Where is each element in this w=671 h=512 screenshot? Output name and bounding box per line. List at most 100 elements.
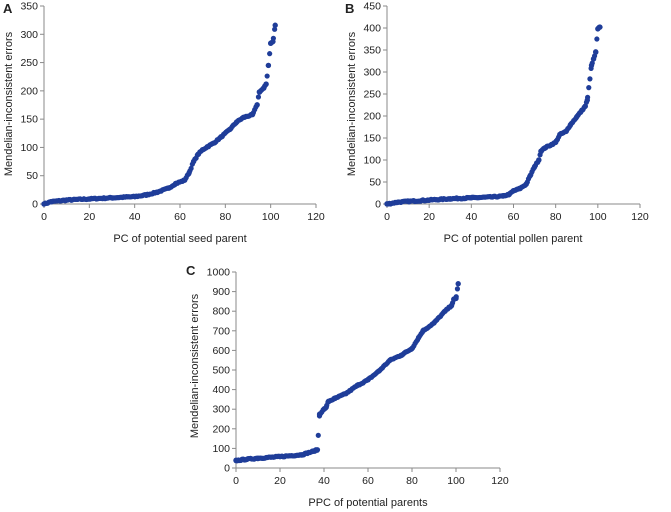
- panel-b-x-tick-label: 0: [384, 211, 390, 223]
- panel-a-y-tick-label: 0: [32, 199, 38, 211]
- panel-c-data-point: [255, 455, 261, 461]
- panel-c-letter: C: [186, 263, 196, 278]
- panel-b-axes: 0 20 40 60 80 100 120 0 50 100 150 200 250 300 350 400 4…: [363, 1, 648, 224]
- panel-b-x-tick-label: 80: [550, 211, 562, 223]
- panel-c-data-point: [315, 432, 321, 438]
- panel-a-x-axis-title: PC of potential seed parent: [113, 233, 246, 245]
- panel-a-data-point: [172, 180, 179, 187]
- panel-b-data-point: [384, 201, 390, 207]
- panel-a-data-point: [188, 165, 194, 171]
- panel-b-y-tick-label: 0: [375, 199, 381, 211]
- panel-b-data-point: [405, 198, 411, 205]
- panel-a-data-point: [109, 195, 115, 201]
- panel-a-y-tick-label: 100: [20, 142, 38, 154]
- panel-b-data-point: [548, 141, 555, 148]
- panel-a-axes: 0 20 40 60 80 100 120 0 50 100 150 200 250 300 350: [20, 1, 324, 224]
- panel-b-data-point: [582, 103, 588, 110]
- panel-c-data-point: [376, 368, 382, 374]
- panel-a-x-tick-label: 20: [83, 211, 95, 223]
- panel-a-data-point: [131, 193, 138, 200]
- panel-b-x-tick-label: 120: [631, 211, 649, 223]
- panel-c-x-tick-label: 120: [491, 475, 509, 487]
- panel-a-data-point: [265, 62, 272, 69]
- panel-a-data-point: [261, 85, 267, 91]
- panel-c-data-point: [325, 398, 332, 405]
- panel-c-data-point: [343, 390, 349, 397]
- panel-b-y-tick-label: 350: [363, 45, 381, 57]
- panel-a-y-tick-label: 150: [20, 114, 38, 126]
- panel-c-data-point: [420, 328, 426, 334]
- panel-a-data-point: [48, 199, 54, 205]
- panel-a-letter: A: [3, 1, 13, 16]
- panel-b-data-point: [588, 62, 595, 69]
- panel-a-data-point: [190, 158, 197, 165]
- panel-b-x-tick-label: 20: [423, 211, 435, 223]
- panel-b-data-point: [578, 108, 584, 115]
- panel-c-x-tick-label: 100: [447, 475, 465, 487]
- panel-b-data-point: [394, 199, 401, 205]
- panel-a-data-point: [199, 146, 206, 153]
- panel-b-data-point: [584, 97, 590, 103]
- panel-b-data-point: [506, 191, 512, 198]
- panel-c-data-point: [442, 308, 448, 314]
- panel-a-data-point: [272, 26, 278, 32]
- panel-a-data-point: [181, 177, 188, 183]
- panel-b-y-tick-label: 300: [363, 67, 381, 79]
- panel-a-y-tick-label: 50: [26, 170, 38, 182]
- panel-c-data-point: [387, 357, 393, 363]
- panel-c-y-tick-label: 400: [212, 384, 230, 396]
- panel-a-data-point: [86, 196, 93, 202]
- panel-b: B PC of potential pollen parent Mendelia…: [345, 1, 649, 246]
- panel-a-points: [41, 22, 278, 207]
- panel-c-data-point: [453, 295, 459, 302]
- panel-b-data-point: [587, 76, 593, 82]
- panel-c-y-tick-label: 200: [212, 423, 230, 435]
- panel-b-y-tick-label: 450: [363, 1, 381, 13]
- panel-a-x-tick-label: 100: [262, 211, 280, 223]
- panel-b-data-point: [531, 163, 538, 170]
- panel-c-y-tick-label: 700: [212, 325, 230, 337]
- panel-b-y-tick-label: 250: [363, 89, 381, 101]
- panel-a-data-point: [233, 119, 240, 125]
- panel-c-axes: 0 20 40 60 80 100 120 0 100 200 300 400 500 600 700 800…: [207, 267, 509, 488]
- panel-b-letter: B: [345, 1, 354, 16]
- panel-a-data-point: [195, 151, 201, 157]
- panel-b-data-point: [489, 194, 496, 200]
- panel-c-data-point: [409, 345, 415, 352]
- panel-a-y-tick-label: 200: [20, 85, 38, 97]
- panel-b-data-point: [563, 128, 569, 135]
- panel-a-data-point: [270, 38, 276, 45]
- panel-b-data-point: [574, 114, 580, 120]
- panel-b-data-point: [500, 193, 506, 199]
- panel-a-data-point: [154, 189, 161, 195]
- panel-a-data-point: [256, 89, 263, 95]
- panel-c-data-point: [316, 411, 323, 417]
- panel-a-y-tick-label: 250: [20, 57, 38, 69]
- panel-b-y-tick-label: 200: [363, 111, 381, 123]
- panel-a-x-tick-label: 40: [129, 211, 141, 223]
- panel-c-data-point: [454, 286, 461, 292]
- panel-c-data-point: [332, 395, 338, 402]
- panel-a-data-point: [267, 51, 273, 57]
- panel-a-data-point: [143, 192, 149, 198]
- panel-a-data-point: [204, 144, 210, 150]
- panel-c-data-point: [299, 451, 305, 458]
- panel-c-x-tick-label: 0: [233, 475, 239, 487]
- panel-a-x-tick-label: 80: [219, 211, 231, 223]
- panel-b-x-tick-label: 60: [508, 211, 520, 223]
- panel-b-y-tick-label: 400: [363, 23, 381, 35]
- panel-c-x-tick-label: 80: [406, 475, 418, 487]
- panel-c-data-point: [233, 457, 239, 464]
- panel-a-data-point: [240, 114, 247, 121]
- panel-c-y-tick-label: 600: [212, 345, 230, 357]
- panel-b-data-point: [523, 181, 529, 187]
- panel-b-data-point: [426, 197, 432, 203]
- panel-b-data-point: [510, 188, 517, 194]
- panel-c-data-point: [398, 352, 404, 358]
- panel-a: A PC of potential seed parent Mendelian-…: [3, 1, 325, 246]
- panel-a-data-point: [263, 81, 269, 87]
- panel-c: C PPC of potential parents Mendelian-inc…: [186, 263, 509, 509]
- panel-a-data-point: [272, 22, 278, 28]
- panel-a-y-tick-label: 300: [20, 29, 38, 41]
